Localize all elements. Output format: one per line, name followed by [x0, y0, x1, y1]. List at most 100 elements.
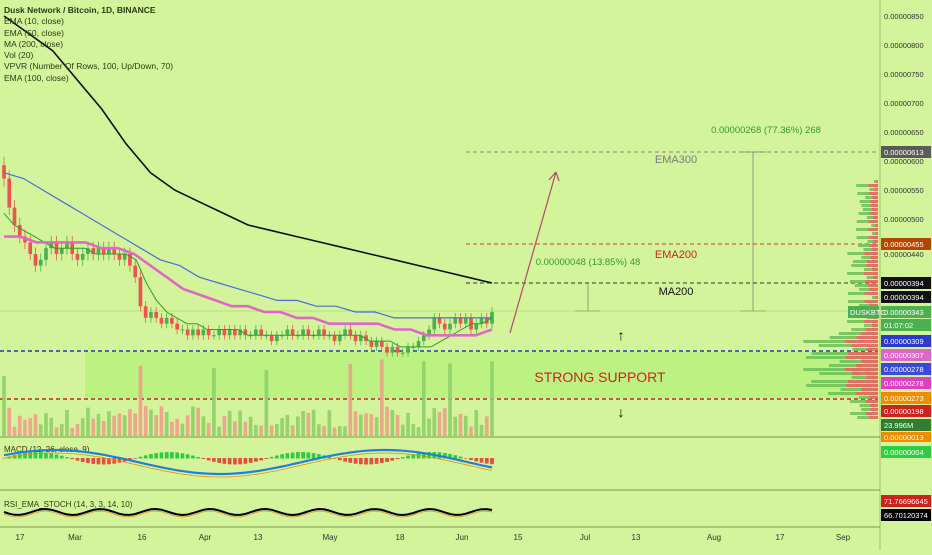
- price-tag-label: 0.00000394: [884, 293, 924, 302]
- volume-bar: [490, 361, 494, 436]
- macd-histogram-bar: [164, 452, 169, 459]
- volume-bar: [442, 408, 447, 436]
- ma-line: [3, 15, 493, 284]
- x-tick-label: 15: [514, 533, 523, 542]
- macd-histogram-bar: [358, 458, 363, 465]
- volume-bar: [358, 414, 363, 436]
- price-tag-label: 0.00000278: [884, 365, 924, 374]
- volume-bar: [101, 420, 106, 436]
- legend-title: Dusk Network / Bitcoin, 1D, BINANCE: [4, 5, 156, 15]
- volume-bar: [59, 424, 64, 436]
- macd-histogram-bar: [86, 458, 90, 464]
- candle-body: [44, 248, 48, 260]
- macd-histogram-bar: [233, 458, 237, 465]
- volume-bar: [175, 418, 179, 436]
- volume-bar: [164, 412, 169, 436]
- vpvr-up-bar: [859, 404, 870, 407]
- vpvr-down-bar: [866, 260, 878, 263]
- x-tick-label: 17: [16, 533, 25, 542]
- volume-bar: [301, 410, 305, 436]
- macd-histogram-bar: [75, 458, 80, 461]
- volume-bar: [259, 425, 263, 436]
- volume-bar: [374, 417, 379, 436]
- macd-histogram-bar: [17, 453, 22, 459]
- volume-bar: [33, 414, 38, 436]
- macd-histogram-bar: [379, 458, 384, 464]
- vpvr-down-bar: [871, 248, 878, 251]
- candle-body: [390, 346, 395, 353]
- y-tick-label: 0.00000750: [884, 70, 924, 79]
- vpvr-down-bar: [855, 392, 878, 395]
- macd-histogram-bar: [484, 458, 489, 464]
- vpvr-down-bar: [874, 224, 878, 227]
- ma-line: [4, 235, 493, 337]
- vpvr-up-bar: [852, 348, 867, 351]
- macd-histogram-bar: [364, 458, 368, 465]
- volume-bar: [196, 407, 200, 436]
- candle-body: [233, 329, 237, 336]
- macd-histogram-bar: [238, 458, 242, 465]
- vpvr-up-bar: [839, 360, 861, 363]
- candle-body: [170, 317, 174, 324]
- candle-body: [117, 254, 122, 260]
- vpvr-down-bar: [865, 400, 878, 403]
- y-tick-label: 0.00000700: [884, 99, 924, 108]
- vpvr-down-bar: [874, 188, 878, 191]
- vpvr-up-bar: [852, 260, 867, 263]
- volume-bar: [38, 424, 43, 436]
- vpvr-down-bar: [869, 404, 878, 407]
- candle-body: [38, 259, 43, 266]
- vpvr-down-bar: [870, 256, 878, 259]
- stoch-tag-label: 71.76696645: [884, 497, 928, 506]
- candle-body: [317, 329, 321, 336]
- vpvr-down-bar: [871, 208, 878, 211]
- y-tick-label: 0.00000500: [884, 215, 924, 224]
- volume-bar: [453, 416, 458, 436]
- macd-histogram-bar: [290, 452, 295, 459]
- legend-vpvr: VPVR (Number Of Rows, 100, Up/Down, 70): [4, 61, 174, 72]
- candle-body: [149, 312, 153, 318]
- candle-body: [180, 329, 185, 331]
- vpvr-down-bar: [860, 332, 878, 335]
- stoch-d-line: [3, 510, 493, 518]
- vpvr-down-bar: [869, 396, 878, 399]
- macd-histogram-bar: [327, 456, 332, 459]
- candle-body: [28, 242, 33, 254]
- candle-body: [107, 248, 111, 254]
- vpvr-down-bar: [867, 284, 878, 287]
- candle-body: [259, 329, 263, 336]
- macd-tag: [881, 446, 931, 458]
- volume-bar: [122, 415, 127, 436]
- candle-body: [337, 335, 342, 342]
- macd-histogram-bar: [275, 455, 279, 459]
- macd-histogram-bar: [70, 458, 75, 460]
- y-tick-label: 0.00000600: [884, 157, 924, 166]
- volume-bar: [437, 412, 442, 436]
- volume-bar: [411, 423, 416, 436]
- x-tick-label: Jul: [580, 533, 590, 542]
- vpvr-up-bar: [850, 412, 866, 415]
- stoch-tag: [881, 509, 931, 521]
- price-tag-label: 0.00000273: [884, 394, 924, 403]
- vpvr-up-bar: [859, 288, 870, 291]
- candle-body: [227, 329, 232, 336]
- macd-histogram-bar: [269, 456, 274, 459]
- vpvr-down-bar: [871, 324, 878, 327]
- vpvr-up-bar: [850, 400, 866, 403]
- volume-bar: [91, 418, 96, 436]
- volume-bar: [280, 418, 284, 436]
- volume-bar: [86, 407, 90, 436]
- vpvr-down-bar: [875, 232, 878, 235]
- vpvr-down-bar: [868, 184, 878, 187]
- volume-bar: [484, 416, 489, 436]
- candle-body: [343, 329, 347, 336]
- vpvr-up-bar: [856, 228, 869, 231]
- price-tag: [881, 392, 931, 404]
- candle-body: [91, 248, 96, 254]
- macd-histogram-bar: [180, 453, 185, 459]
- macd-histogram-bar: [38, 452, 43, 459]
- vpvr-down-bar: [865, 328, 878, 331]
- vpvr-up-bar: [828, 392, 856, 395]
- price-tag: [881, 319, 931, 331]
